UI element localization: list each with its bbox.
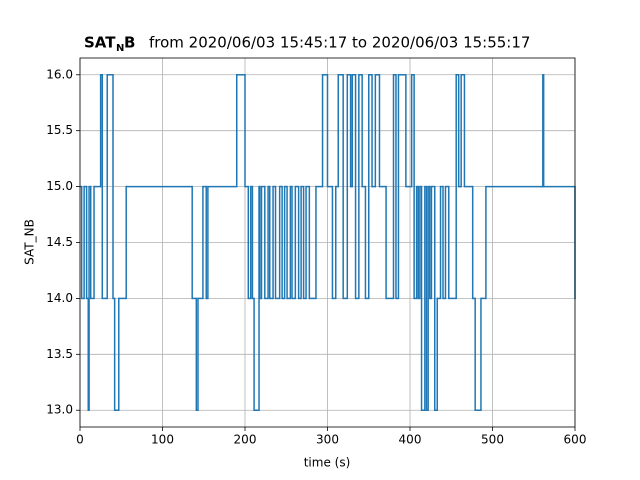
x-tick-label: 100 xyxy=(151,433,174,447)
plot-frame xyxy=(79,57,576,428)
y-tick-label: 15.0 xyxy=(46,179,73,193)
y-axis-label: SAT_NB xyxy=(23,219,37,265)
y-tick-label: 16.0 xyxy=(46,67,73,81)
x-tick-label: 200 xyxy=(234,433,257,447)
y-tick-label: 14.0 xyxy=(46,291,73,305)
x-tick-label: 300 xyxy=(316,433,339,447)
chart-title-bold: SAT xyxy=(84,34,116,52)
chart-title-bold-end: B xyxy=(124,34,135,52)
y-tick-label: 13.0 xyxy=(46,403,73,417)
x-tick-label: 500 xyxy=(481,433,504,447)
y-tick-label: 14.5 xyxy=(46,235,73,249)
y-tick-label: 13.5 xyxy=(46,347,73,361)
chart-title-subscript: N xyxy=(116,43,124,54)
x-tick-label: 600 xyxy=(564,433,587,447)
y-tick-label: 15.5 xyxy=(46,123,73,137)
chart-title: from 2020/06/03 15:45:17 to 2020/06/03 1… xyxy=(149,34,530,52)
x-tick-label: 0 xyxy=(76,433,84,447)
x-axis-label: time (s) xyxy=(304,456,351,470)
x-tick-label: 400 xyxy=(399,433,422,447)
